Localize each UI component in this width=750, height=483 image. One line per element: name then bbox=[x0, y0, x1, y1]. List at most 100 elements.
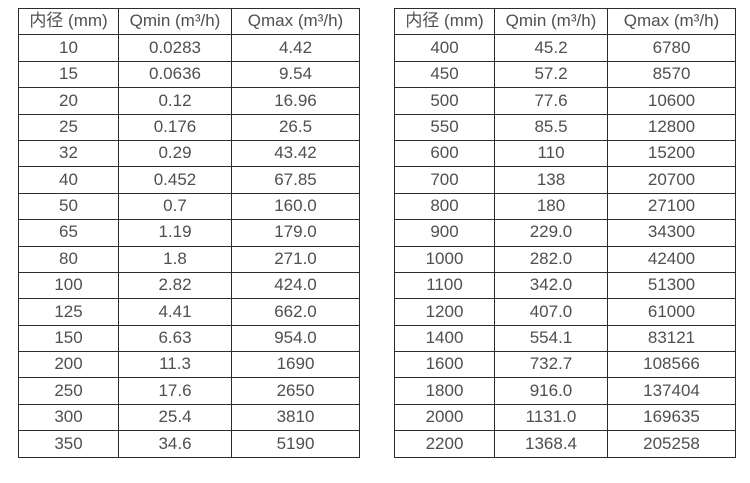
cell-diameter: 1800 bbox=[394, 377, 495, 405]
table-row: 250 17.6 2650 bbox=[18, 377, 360, 405]
cell-qmax: 4.42 bbox=[231, 34, 360, 62]
cell-qmax: 34300 bbox=[607, 219, 736, 247]
cell-diameter: 600 bbox=[394, 139, 495, 168]
cell-qmax: 160.0 bbox=[231, 192, 360, 221]
cell-diameter: 450 bbox=[394, 60, 495, 89]
table-row: 900 229.0 34300 bbox=[394, 219, 736, 247]
cell-diameter: 1600 bbox=[394, 351, 495, 379]
cell-diameter: 1200 bbox=[394, 298, 495, 326]
table-row: 200 11.3 1690 bbox=[18, 351, 360, 379]
cell-diameter: 25 bbox=[18, 113, 119, 141]
table-row: 32 0.29 43.42 bbox=[18, 139, 360, 168]
cell-qmax: 67.85 bbox=[231, 166, 360, 194]
table-row: 300 25.4 3810 bbox=[18, 403, 360, 432]
cell-qmin: 6.63 bbox=[118, 324, 232, 353]
cell-qmin: 229.0 bbox=[494, 219, 608, 247]
table-row: 15 0.0636 9.54 bbox=[18, 60, 360, 89]
cell-qmax: 27100 bbox=[607, 192, 736, 221]
header-row: 内径 (mm) Qmin (m³/h) Qmax (m³/h) bbox=[394, 7, 736, 36]
cell-diameter: 32 bbox=[18, 139, 119, 168]
cell-diameter: 65 bbox=[18, 219, 119, 247]
cell-diameter: 125 bbox=[18, 298, 119, 326]
cell-qmin: 1131.0 bbox=[494, 403, 608, 432]
table-row: 1200 407.0 61000 bbox=[394, 298, 736, 326]
cell-qmax: 26.5 bbox=[231, 113, 360, 141]
table-row: 1400 554.1 83121 bbox=[394, 324, 736, 353]
cell-diameter: 300 bbox=[18, 403, 119, 432]
table-row: 25 0.176 26.5 bbox=[18, 113, 360, 141]
cell-qmax: 9.54 bbox=[231, 60, 360, 89]
cell-qmin: 180 bbox=[494, 192, 608, 221]
flow-spec-table-large-diameters: 内径 (mm) Qmin (m³/h) Qmax (m³/h) 400 45.2 6780… bbox=[394, 7, 736, 458]
cell-qmax: 179.0 bbox=[231, 219, 360, 247]
table-row: 100 2.82 424.0 bbox=[18, 271, 360, 300]
cell-diameter: 700 bbox=[394, 166, 495, 194]
cell-diameter: 500 bbox=[394, 87, 495, 115]
cell-qmax: 205258 bbox=[607, 430, 736, 458]
cell-qmin: 110 bbox=[494, 139, 608, 168]
cell-qmin: 0.29 bbox=[118, 139, 232, 168]
cell-qmin: 85.5 bbox=[494, 113, 608, 141]
cell-qmin: 916.0 bbox=[494, 377, 608, 405]
cell-qmax: 42400 bbox=[607, 245, 736, 273]
cell-diameter: 100 bbox=[18, 271, 119, 300]
table-row: 1000 282.0 42400 bbox=[394, 245, 736, 273]
cell-qmax: 662.0 bbox=[231, 298, 360, 326]
table-row: 1800 916.0 137404 bbox=[394, 377, 736, 405]
cell-qmin: 0.0636 bbox=[118, 60, 232, 89]
cell-qmin: 1.19 bbox=[118, 219, 232, 247]
column-header-diameter: 内径 (mm) bbox=[18, 7, 119, 36]
cell-diameter: 200 bbox=[18, 351, 119, 379]
cell-qmin: 2.82 bbox=[118, 271, 232, 300]
table-row: 800 180 27100 bbox=[394, 192, 736, 221]
cell-diameter: 550 bbox=[394, 113, 495, 141]
cell-qmax: 169635 bbox=[607, 403, 736, 432]
table-row: 80 1.8 271.0 bbox=[18, 245, 360, 273]
cell-qmin: 138 bbox=[494, 166, 608, 194]
cell-qmax: 424.0 bbox=[231, 271, 360, 300]
cell-qmax: 20700 bbox=[607, 166, 736, 194]
cell-qmin: 407.0 bbox=[494, 298, 608, 326]
cell-qmax: 16.96 bbox=[231, 87, 360, 115]
cell-qmax: 61000 bbox=[607, 298, 736, 326]
table-row: 2200 1368.4 205258 bbox=[394, 430, 736, 458]
table-row: 40 0.452 67.85 bbox=[18, 166, 360, 194]
column-header-qmax: Qmax (m³/h) bbox=[607, 7, 736, 36]
cell-diameter: 2000 bbox=[394, 403, 495, 432]
cell-diameter: 50 bbox=[18, 192, 119, 221]
cell-qmin: 0.452 bbox=[118, 166, 232, 194]
table-row: 450 57.2 8570 bbox=[394, 60, 736, 89]
column-header-diameter: 内径 (mm) bbox=[394, 7, 495, 36]
cell-diameter: 800 bbox=[394, 192, 495, 221]
table-row: 65 1.19 179.0 bbox=[18, 219, 360, 247]
cell-diameter: 2200 bbox=[394, 430, 495, 458]
cell-qmax: 954.0 bbox=[231, 324, 360, 353]
cell-diameter: 1100 bbox=[394, 271, 495, 300]
cell-qmax: 51300 bbox=[607, 271, 736, 300]
cell-diameter: 900 bbox=[394, 219, 495, 247]
cell-diameter: 15 bbox=[18, 60, 119, 89]
header-row: 内径 (mm) Qmin (m³/h) Qmax (m³/h) bbox=[18, 7, 360, 36]
cell-qmin: 45.2 bbox=[494, 34, 608, 62]
table-row: 700 138 20700 bbox=[394, 166, 736, 194]
cell-qmin: 11.3 bbox=[118, 351, 232, 379]
cell-qmin: 554.1 bbox=[494, 324, 608, 353]
cell-qmax: 108566 bbox=[607, 351, 736, 379]
cell-diameter: 1400 bbox=[394, 324, 495, 353]
column-header-qmin: Qmin (m³/h) bbox=[118, 7, 232, 36]
cell-qmax: 3810 bbox=[231, 403, 360, 432]
table-row: 2000 1131.0 169635 bbox=[394, 403, 736, 432]
cell-qmax: 2650 bbox=[231, 377, 360, 405]
cell-qmin: 25.4 bbox=[118, 403, 232, 432]
table-row: 125 4.41 662.0 bbox=[18, 298, 360, 326]
cell-qmin: 0.0283 bbox=[118, 34, 232, 62]
cell-qmax: 12800 bbox=[607, 113, 736, 141]
column-header-qmin: Qmin (m³/h) bbox=[494, 7, 608, 36]
cell-diameter: 1000 bbox=[394, 245, 495, 273]
table-row: 50 0.7 160.0 bbox=[18, 192, 360, 221]
cell-qmin: 342.0 bbox=[494, 271, 608, 300]
cell-qmax: 1690 bbox=[231, 351, 360, 379]
cell-diameter: 350 bbox=[18, 430, 119, 458]
cell-qmin: 732.7 bbox=[494, 351, 608, 379]
cell-qmax: 5190 bbox=[231, 430, 360, 458]
